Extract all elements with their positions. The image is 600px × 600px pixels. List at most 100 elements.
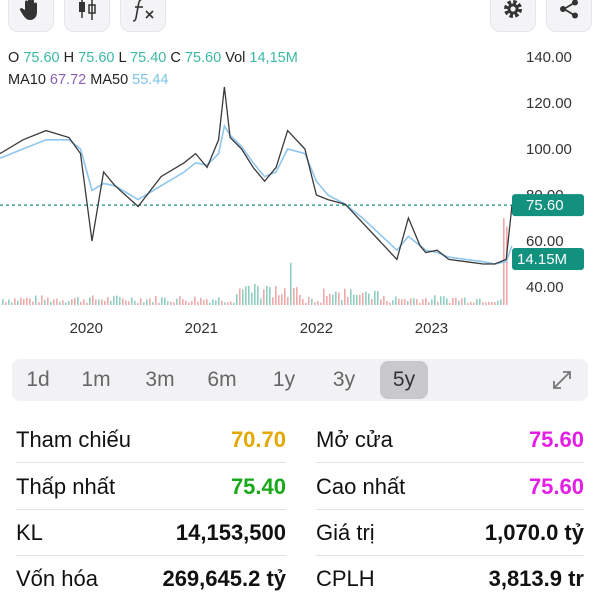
volume-bar [260,298,262,305]
range-tab-5y[interactable]: 5y [380,361,428,399]
range-tab-3m[interactable]: 3m [145,368,175,391]
volume-bar [497,300,499,305]
volume-bar [119,297,121,305]
volume-bar [473,302,475,305]
volume-bar [179,296,181,305]
gia-tri-value: 1,070.0 tỷ [484,519,584,545]
settings-button[interactable] [490,0,536,32]
cplh-value: 3,813.9 tr [488,566,584,591]
stat-von-hoa: Vốn hóa 269,645.2 tỷ [16,566,286,591]
stat-kl: KL 14,153,500 [16,510,286,556]
ma50-value: 55.44 [132,72,169,88]
volume-bar [188,302,190,305]
range-tab-1m[interactable]: 1m [81,368,111,391]
volume-bar [158,302,160,305]
volume-bar [356,294,358,305]
volume-bar [242,289,244,305]
volume-bar [236,294,238,305]
volume-bar [29,298,31,305]
volume-bar [245,286,247,305]
hand-tool-button[interactable] [8,0,54,32]
range-tab-3y[interactable]: 3y [332,368,356,391]
volume-bar [98,299,100,305]
volume-bar [140,298,142,305]
volume-bar [152,301,154,305]
volume-bar [203,299,205,305]
volume-bar [149,298,151,305]
volume-bar [398,298,400,305]
volume-bar [491,302,493,305]
volume-bar [125,300,127,305]
tham-chieu-value: 70.70 [230,426,286,452]
volume-bar [347,296,349,305]
last-volume-tag: 14.15M [512,248,584,270]
cao-nhat-value: 75.60 [528,473,584,499]
volume-bar [44,299,46,305]
volume-bar [290,262,292,305]
volume-bar [32,301,34,305]
range-selector: 1d 1m 3m 6m 1y 3y 5y [12,359,588,401]
volume-bar [413,298,415,305]
candlestick-button[interactable] [64,0,110,32]
kl-value: 14,153,500 [175,519,286,545]
volume-bar [227,302,229,305]
ma-readout: MA10 67.72 MA50 55.44 [8,72,169,88]
volume-bar [431,299,433,305]
volume-bar [458,300,460,305]
volume-bar [224,302,226,305]
volume-bar [170,301,172,305]
volume-bar [389,302,391,305]
price-line [0,86,513,265]
volume-bar [494,302,496,305]
share-button[interactable] [546,0,592,32]
volume-bar [194,296,196,305]
volume-bar [173,302,175,305]
x-tick-label: 2021 [185,320,218,337]
volume-bar [239,288,241,305]
volume-bar [302,298,304,305]
volume-bar [374,290,376,305]
volume-bar [5,302,7,305]
y-tick-label: 120.00 [526,95,572,112]
volume-bar [71,299,73,305]
volume-bar [164,297,166,305]
low-value: 75.40 [130,50,167,66]
volume-bar [122,298,124,305]
expand-icon[interactable] [550,368,574,392]
volume-bar [275,285,277,305]
range-tab-6m[interactable]: 6m [207,368,237,391]
close-value: 75.60 [184,50,222,66]
y-tick-label: 40.00 [526,279,564,296]
volume-bar [26,297,28,305]
volume-bar [461,298,463,305]
volume-bar [410,298,412,305]
high-value: 75.60 [78,50,115,66]
volume-bar [233,302,235,305]
volume-bar [146,299,148,305]
volume-bar [320,302,322,305]
volume-bar [479,298,481,305]
stat-cao-nhat: Cao nhất 75.60 [316,464,584,510]
last-price-label: 75.60 [526,197,564,214]
volume-bar [77,296,79,305]
function-button[interactable] [120,0,166,32]
range-tab-1y[interactable]: 1y [272,368,296,391]
volume-bar [176,298,178,305]
volume-bar [482,302,484,305]
volume-bar [425,298,427,305]
x-tick-label: 2023 [415,320,448,337]
stat-mo-cua: Mở cửa 75.60 [316,417,584,463]
last-volume-label: 14.15M [517,251,567,268]
volume-bar [449,302,451,305]
volume-bar [2,299,4,305]
function-icon [132,0,154,22]
open-value: 75.60 [23,50,60,66]
share-icon [560,0,578,19]
volume-bar [407,301,409,305]
range-tab-1d[interactable]: 1d [26,368,50,391]
volume-bar [167,301,169,305]
volume-bar [452,298,454,305]
volume-bar [107,297,109,305]
x-axis: 2020 2021 2022 2023 [70,320,449,337]
